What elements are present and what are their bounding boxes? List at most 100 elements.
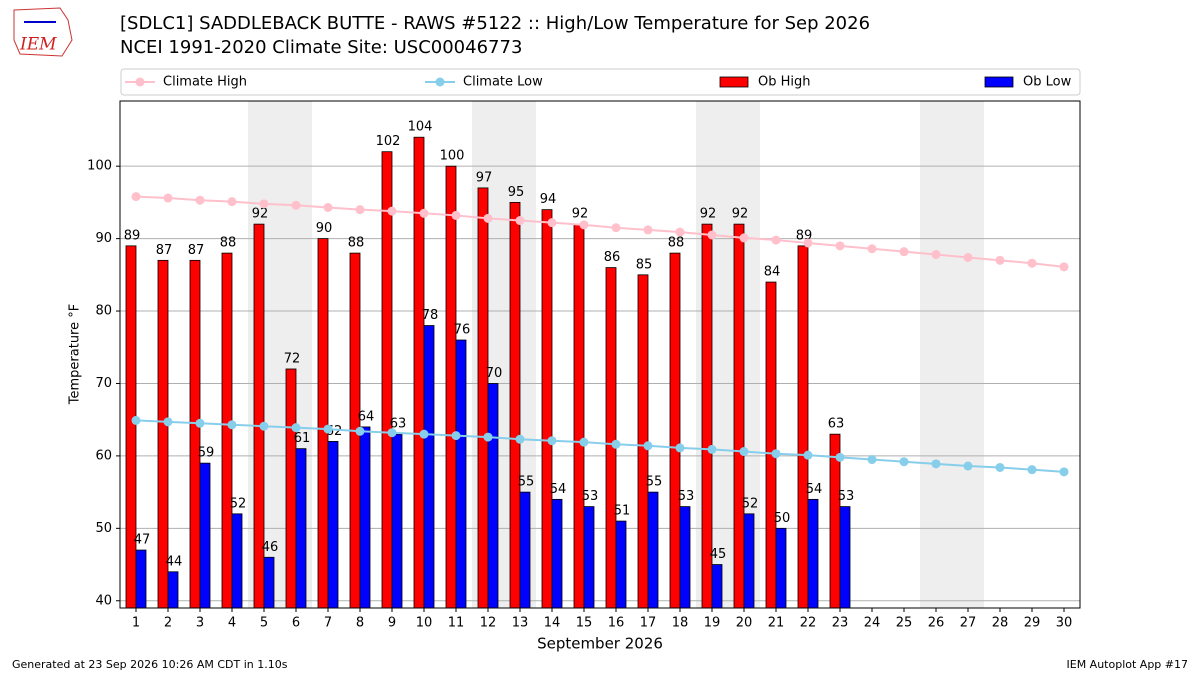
bar bbox=[445, 165, 457, 609]
x-tick-label: 27 bbox=[960, 616, 977, 631]
line-point bbox=[675, 443, 685, 453]
line-point bbox=[899, 247, 909, 257]
bar-value-label: 76 bbox=[454, 323, 471, 338]
x-tick-label: 19 bbox=[704, 616, 721, 631]
line-point bbox=[195, 195, 205, 205]
line-point bbox=[643, 441, 653, 451]
line-point bbox=[355, 426, 365, 436]
x-tick-label: 11 bbox=[448, 616, 465, 631]
x-tick-label: 23 bbox=[832, 616, 849, 631]
line-point bbox=[739, 447, 749, 457]
weekend-shade bbox=[952, 101, 984, 608]
x-tick-label: 17 bbox=[640, 616, 657, 631]
bar-value-label: 63 bbox=[828, 417, 845, 432]
weekend-shade bbox=[920, 101, 952, 608]
line-point bbox=[291, 423, 301, 433]
bar-value-label: 51 bbox=[614, 504, 631, 519]
x-tick-label: 24 bbox=[864, 616, 881, 631]
bar-value-label: 97 bbox=[476, 170, 493, 185]
x-tick-label: 13 bbox=[512, 616, 529, 631]
bar bbox=[583, 506, 595, 609]
bar bbox=[263, 556, 275, 609]
line-point bbox=[515, 434, 525, 444]
x-tick-label: 14 bbox=[544, 616, 561, 631]
y-tick-label: 70 bbox=[95, 376, 112, 391]
bar bbox=[413, 136, 425, 609]
bar bbox=[839, 506, 851, 609]
line-point bbox=[227, 197, 237, 207]
bar-value-label: 44 bbox=[166, 554, 183, 569]
footer-right: IEM Autoplot App #17 bbox=[1067, 658, 1189, 671]
line-point bbox=[547, 218, 557, 228]
x-tick-label: 30 bbox=[1056, 616, 1073, 631]
bar bbox=[775, 527, 787, 609]
bar-value-label: 55 bbox=[518, 475, 535, 490]
logo-text: IEM bbox=[19, 35, 57, 55]
bar bbox=[167, 571, 179, 609]
bar-value-label: 92 bbox=[572, 207, 589, 222]
legend-label: Climate High bbox=[163, 75, 247, 90]
x-tick-label: 4 bbox=[228, 616, 236, 631]
line-point bbox=[963, 461, 973, 471]
x-tick-label: 7 bbox=[324, 616, 332, 631]
line-point bbox=[803, 238, 813, 248]
bar-value-label: 61 bbox=[294, 431, 311, 446]
line-point bbox=[643, 225, 653, 235]
x-tick-label: 25 bbox=[896, 616, 913, 631]
line-point bbox=[131, 192, 141, 202]
x-tick-label: 21 bbox=[768, 616, 785, 631]
x-tick-label: 26 bbox=[928, 616, 945, 631]
line-point bbox=[483, 213, 493, 223]
line-point bbox=[675, 227, 685, 237]
bar bbox=[679, 506, 691, 609]
y-tick-label: 60 bbox=[95, 448, 112, 463]
bar-value-label: 92 bbox=[732, 207, 749, 222]
line-point bbox=[707, 444, 717, 454]
line-point bbox=[547, 436, 557, 446]
bar-value-label: 104 bbox=[408, 120, 433, 135]
line-point bbox=[259, 199, 269, 209]
bar bbox=[221, 252, 233, 609]
bar bbox=[541, 209, 553, 609]
line-point bbox=[387, 428, 397, 438]
legend-swatch bbox=[719, 76, 749, 88]
legend-label: Ob Low bbox=[1023, 75, 1072, 90]
line-point bbox=[387, 206, 397, 216]
bar bbox=[487, 383, 499, 609]
bar-value-label: 94 bbox=[540, 192, 557, 207]
bar-value-label: 86 bbox=[604, 250, 621, 265]
bar-value-label: 84 bbox=[764, 265, 781, 280]
legend-marker bbox=[435, 77, 445, 87]
bar-value-label: 52 bbox=[742, 496, 759, 511]
line-point bbox=[707, 230, 717, 240]
bar bbox=[423, 325, 435, 609]
chart-title: [SDLC1] SADDLEBACK BUTTE - RAWS #5122 ::… bbox=[120, 13, 870, 34]
bar bbox=[797, 245, 809, 609]
bar-value-label: 87 bbox=[156, 243, 173, 258]
bar-value-label: 55 bbox=[646, 475, 663, 490]
x-tick-label: 5 bbox=[260, 616, 268, 631]
bar bbox=[189, 259, 201, 609]
bar-value-label: 53 bbox=[838, 489, 855, 504]
line-point bbox=[995, 255, 1005, 265]
line-point bbox=[867, 455, 877, 465]
y-tick-label: 80 bbox=[95, 304, 112, 319]
line-point bbox=[515, 216, 525, 226]
line-point bbox=[483, 432, 493, 442]
bar bbox=[391, 433, 403, 609]
bar-value-label: 78 bbox=[422, 308, 439, 323]
line-point bbox=[163, 417, 173, 427]
bar-value-label: 54 bbox=[806, 482, 823, 497]
bar bbox=[743, 513, 755, 609]
x-tick-label: 29 bbox=[1024, 616, 1041, 631]
line-point bbox=[419, 208, 429, 218]
x-tick-label: 10 bbox=[416, 616, 433, 631]
bar bbox=[605, 267, 617, 609]
bar bbox=[231, 513, 243, 609]
bar-value-label: 64 bbox=[358, 409, 375, 424]
line-point bbox=[451, 210, 461, 220]
line-point bbox=[611, 223, 621, 233]
bar bbox=[551, 498, 563, 609]
bar-value-label: 88 bbox=[348, 236, 365, 251]
